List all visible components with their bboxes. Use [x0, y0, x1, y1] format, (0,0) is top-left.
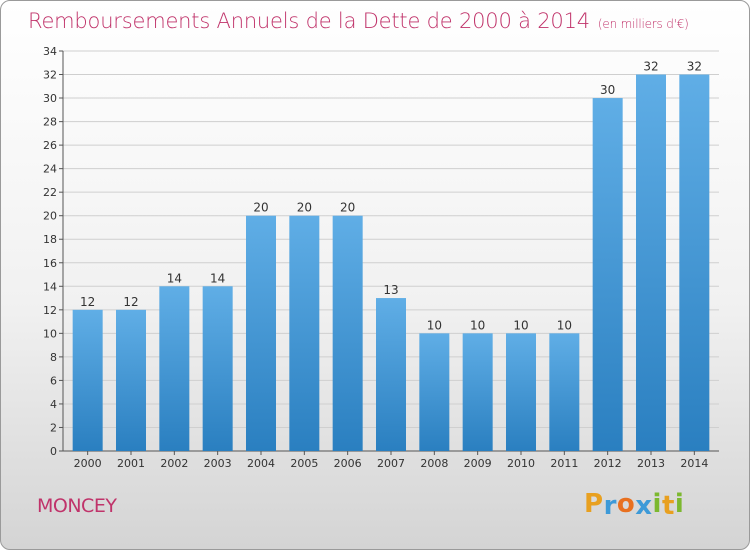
- x-tick-label: 2005: [290, 457, 318, 470]
- y-tick-label: 20: [43, 210, 57, 223]
- data-label: 12: [80, 295, 95, 309]
- x-tick-label: 2000: [74, 457, 102, 470]
- data-label: 10: [470, 318, 485, 332]
- data-label: 14: [210, 271, 225, 285]
- commune-name: MONCEY: [37, 495, 117, 517]
- data-label: 10: [513, 318, 528, 332]
- x-tick-label: 2001: [117, 457, 145, 470]
- data-label: 10: [557, 318, 572, 332]
- x-tick-label: 2010: [507, 457, 535, 470]
- y-tick-label: 18: [43, 233, 57, 246]
- y-tick-label: 22: [43, 186, 57, 199]
- y-tick-label: 34: [43, 45, 57, 58]
- bars: [72, 74, 710, 451]
- bar-2009: [462, 333, 493, 451]
- x-tick-label: 2002: [160, 457, 188, 470]
- x-tick-label: 2003: [204, 457, 232, 470]
- data-label: 30: [600, 83, 615, 97]
- data-label: 10: [427, 318, 442, 332]
- logo-letter: i: [652, 489, 662, 519]
- logo-letter: P: [584, 489, 604, 519]
- bar-2001: [116, 309, 146, 451]
- bar-2010: [506, 333, 536, 451]
- logo-letter: i: [674, 489, 685, 519]
- x-tick-label: 2014: [680, 457, 708, 470]
- y-tick-label: 6: [50, 374, 57, 387]
- y-tick-label: 32: [43, 69, 57, 82]
- data-label: 20: [297, 201, 312, 215]
- data-label: 14: [167, 271, 182, 285]
- x-tick-label: 2006: [334, 457, 362, 470]
- x-tick-label: 2011: [550, 457, 578, 470]
- x-tick-label: 2004: [247, 457, 275, 470]
- x-tick-label: 2009: [464, 457, 492, 470]
- data-label: 20: [340, 201, 355, 215]
- y-tick-label: 16: [43, 257, 57, 270]
- bar-2002: [159, 286, 190, 451]
- unit-label: (en milliers d'€): [597, 17, 689, 31]
- y-tick-label: 24: [43, 163, 57, 176]
- data-label: 20: [253, 201, 268, 215]
- data-labels: 12 12 14 14 20 20 20 13 10 10 10 10 30 32 32: [80, 60, 702, 333]
- chart-title: Remboursements Annuels de la Dette de 20…: [28, 9, 689, 33]
- logo-letter: x: [635, 491, 653, 521]
- bar-2006: [332, 215, 363, 451]
- y-tick-label: 30: [43, 92, 57, 105]
- bar-2013: [636, 74, 666, 451]
- x-tick-label: 2007: [377, 457, 405, 470]
- data-label: 12: [123, 295, 138, 309]
- bar-2000: [72, 309, 103, 451]
- data-label: 32: [687, 60, 702, 74]
- bar-2012: [592, 98, 623, 451]
- data-label: 32: [643, 60, 658, 74]
- x-tick-label: 2008: [420, 457, 448, 470]
- y-tick-label: 28: [43, 116, 57, 129]
- bar-2014: [679, 74, 710, 451]
- logo-letter: o: [616, 489, 636, 519]
- y-tick-label: 4: [50, 398, 57, 411]
- x-tick-label: 2012: [594, 457, 622, 470]
- y-tick-label: 8: [50, 351, 57, 364]
- logo-letter: t: [661, 491, 675, 521]
- bar-2005: [289, 215, 320, 451]
- bar-2007: [376, 298, 406, 451]
- bar-2003: [202, 286, 233, 451]
- bar-2004: [246, 215, 276, 451]
- logo-letter: r: [603, 491, 617, 521]
- data-label: 13: [383, 283, 398, 297]
- y-tick-label: 12: [43, 304, 57, 317]
- bar-2008: [419, 333, 450, 451]
- y-tick-label: 26: [43, 139, 57, 152]
- y-tick-label: 10: [43, 327, 57, 340]
- y-tick-label: 14: [43, 280, 57, 293]
- proxiti-logo[interactable]: Proxiti: [584, 489, 685, 521]
- x-tick-label: 2013: [637, 457, 665, 470]
- y-tick-label: 0: [50, 445, 57, 458]
- bar-2011: [549, 333, 580, 451]
- y-tick-label: 2: [50, 421, 57, 434]
